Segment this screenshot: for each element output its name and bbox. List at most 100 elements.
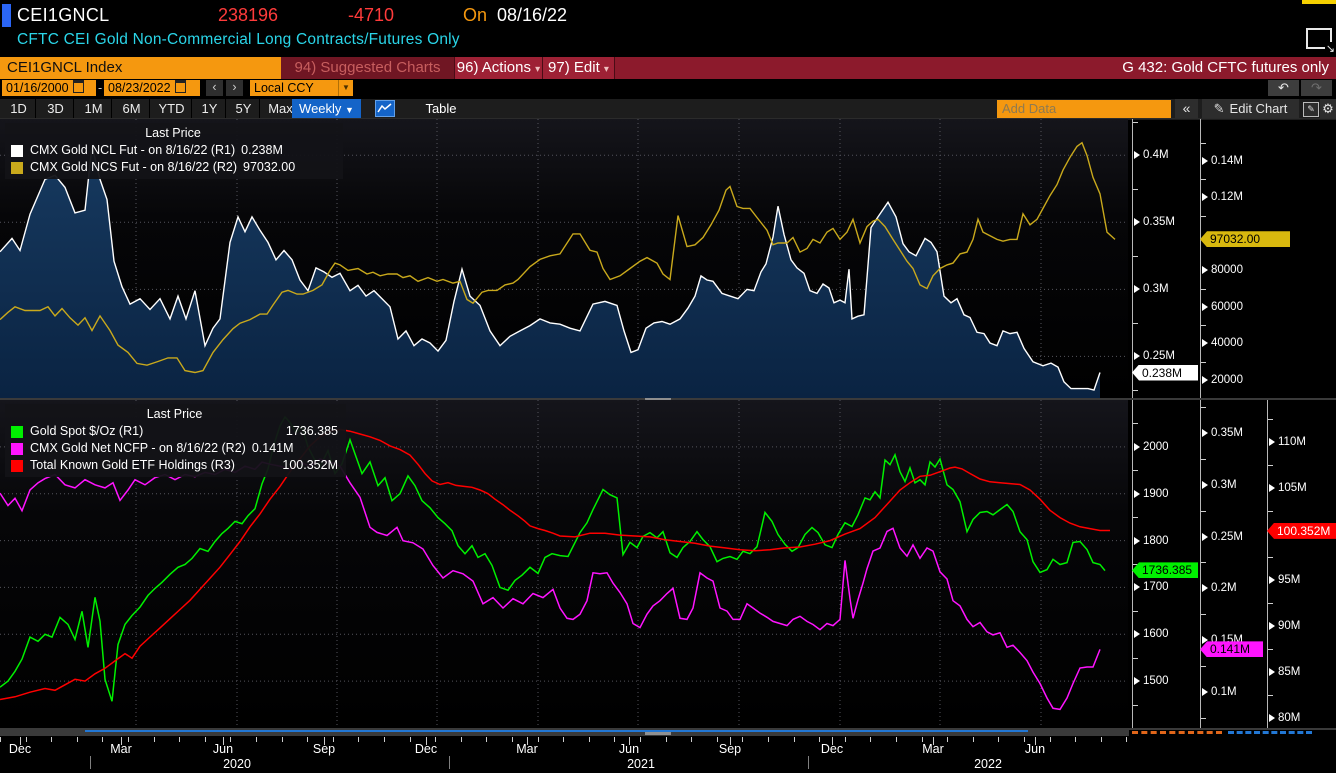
axis-tick-label: 1500 xyxy=(1134,674,1169,688)
axis-tick-label: 60000 xyxy=(1202,300,1243,314)
edit-chart-button[interactable]: ✎ Edit Chart xyxy=(1202,99,1299,119)
chevron-down-icon: ▾ xyxy=(535,64,541,75)
x-axis-tick xyxy=(896,737,897,742)
x-axis-major-tick xyxy=(1035,737,1036,745)
legend-label: Total Known Gold ETF Holdings (R3) xyxy=(30,458,235,472)
legend-row[interactable]: CMX Gold NCS Fut - on 8/16/22 (R2) 97032.… xyxy=(11,159,335,176)
axis-tick-label: 90M xyxy=(1269,619,1300,633)
x-axis-tick xyxy=(1050,737,1051,742)
tick-arrow-icon xyxy=(1134,630,1140,639)
period-tab-5y[interactable]: 5Y xyxy=(228,99,260,119)
scroll-indicator-blue xyxy=(1228,731,1312,734)
end-date-input[interactable]: 08/23/2022 xyxy=(104,80,200,96)
axis-minor-tick xyxy=(1133,255,1138,257)
add-data-input[interactable]: Add Data xyxy=(997,100,1171,118)
x-axis-month-label: Jun xyxy=(1024,742,1046,756)
x-axis-major-tick xyxy=(426,737,427,745)
tick-arrow-icon xyxy=(1202,636,1208,645)
x-axis-tick xyxy=(845,737,846,742)
legend-row[interactable]: CMX Gold Net NCFP - on 8/16/22 (R2) 0.141… xyxy=(11,440,338,457)
x-axis-month-label: Mar xyxy=(922,742,944,756)
x-axis-month-label: Jun xyxy=(618,742,640,756)
axis-minor-tick xyxy=(1201,361,1206,363)
axis-minor-tick xyxy=(1201,215,1206,217)
legend-row[interactable]: CMX Gold NCL Fut - on 8/16/22 (R1) 0.238M xyxy=(11,142,335,159)
suggested-charts-button[interactable]: 94) Suggested Charts xyxy=(281,57,455,79)
prev-period-button[interactable]: ‹ xyxy=(206,80,223,96)
redo-button[interactable]: ↷ xyxy=(1301,80,1332,96)
tick-arrow-icon xyxy=(1202,339,1208,348)
period-tab-1y[interactable]: 1Y xyxy=(194,99,226,119)
panel-divider-handle[interactable] xyxy=(645,396,671,401)
currency-dropdown-arrow[interactable]: ▼ xyxy=(338,80,353,96)
x-axis-tick xyxy=(179,737,180,742)
x-axis-major-tick xyxy=(629,737,630,745)
command-bar: CEI1GNCL Index 94) Suggested Charts 96) … xyxy=(0,57,1336,79)
chart-scrollbar[interactable] xyxy=(0,730,1129,736)
legend-row[interactable]: Total Known Gold ETF Holdings (R3) 100.35… xyxy=(11,457,338,474)
start-date-input[interactable]: 01/16/2000 xyxy=(2,80,96,96)
x-axis-tick xyxy=(102,737,103,742)
tick-arrow-icon xyxy=(1269,667,1275,676)
axis-line-bottom-r3 xyxy=(1267,400,1268,728)
collapse-panel-button[interactable]: « xyxy=(1175,99,1198,119)
axis-minor-tick xyxy=(1133,610,1138,612)
ticker-input[interactable]: CEI1GNCL Index xyxy=(0,57,281,79)
period-tab-ytd[interactable]: YTD xyxy=(152,99,192,119)
series-cmx-gold-ncl-fut xyxy=(0,145,1101,391)
axis-tick-label: 105M xyxy=(1269,481,1307,495)
axis-badge-top-r2: 97032.00 xyxy=(1200,231,1290,248)
axis-tick-label: 0.4M xyxy=(1134,148,1169,162)
x-axis-tick xyxy=(998,737,999,742)
frequency-select[interactable]: Weekly ▼ xyxy=(292,99,361,119)
legend-swatch xyxy=(11,144,23,157)
tick-arrow-icon xyxy=(1269,713,1275,722)
ticker-symbol: CEI1GNCL xyxy=(17,5,110,25)
pencil-icon: ✎ xyxy=(1213,101,1225,116)
axis-badge-bottom-r2: 0.141M xyxy=(1200,641,1263,658)
price-change: -4710 xyxy=(348,5,395,25)
period-tab-1m[interactable]: 1M xyxy=(76,99,112,119)
popout-monitor-icon[interactable] xyxy=(1306,28,1335,55)
period-tab-3d[interactable]: 3D xyxy=(38,99,74,119)
axis-tick-label: 40000 xyxy=(1202,336,1243,350)
x-axis-major-tick xyxy=(527,737,528,745)
x-axis-major-tick xyxy=(730,737,731,745)
x-axis-year-separator xyxy=(808,756,809,769)
axis-tick-label: 80000 xyxy=(1202,263,1243,277)
period-tab-1d[interactable]: 1D xyxy=(2,99,36,119)
table-tab[interactable]: Table xyxy=(425,101,457,116)
axis-tick-label: 0.25M xyxy=(1202,530,1243,544)
tick-arrow-icon xyxy=(1202,302,1208,311)
actions-button[interactable]: 96) Actions ▾ xyxy=(455,57,543,79)
edit-button[interactable]: 97) Edit ▾ xyxy=(543,57,615,79)
series-gold-spot-oz xyxy=(0,415,1106,702)
x-axis-major-tick xyxy=(121,737,122,745)
legend-value: 0.141M xyxy=(251,441,294,455)
legend-swatch xyxy=(11,459,23,472)
chart-annotate-icon[interactable]: ✎ xyxy=(1303,102,1319,117)
chart-type-icon[interactable] xyxy=(375,100,395,117)
axis-tick-label: 20000 xyxy=(1202,373,1243,387)
calendar-icon[interactable] xyxy=(72,80,84,93)
next-period-button[interactable]: › xyxy=(226,80,243,96)
period-tab-6m[interactable]: 6M xyxy=(114,99,150,119)
currency-select[interactable]: Local CCY xyxy=(250,80,338,96)
calendar-icon[interactable] xyxy=(174,80,186,93)
x-axis-tick xyxy=(435,737,436,742)
series-total-known-gold-etf-holdings xyxy=(0,428,1110,701)
legend-bottom: Last Price Gold Spot $/Oz (R1) 1736.385 CMX… xyxy=(5,404,346,477)
x-axis-tick xyxy=(717,737,718,742)
x-axis-tick xyxy=(384,737,385,742)
undo-button[interactable]: ↶ xyxy=(1268,80,1299,96)
x-axis-year-label: 2020 xyxy=(223,757,251,771)
x-axis-tick xyxy=(358,737,359,742)
x-axis-month-label: Dec xyxy=(820,742,844,756)
gear-icon[interactable]: ⚙ xyxy=(1320,99,1336,119)
scrollbar-handle[interactable] xyxy=(645,732,671,735)
axis-tick-label: 1600 xyxy=(1134,627,1169,641)
scroll-indicator-orange xyxy=(1132,731,1222,734)
legend-row[interactable]: Gold Spot $/Oz (R1) 1736.385 xyxy=(11,423,338,440)
tick-arrow-icon xyxy=(1134,285,1140,294)
last-price: 238196 xyxy=(218,5,279,25)
